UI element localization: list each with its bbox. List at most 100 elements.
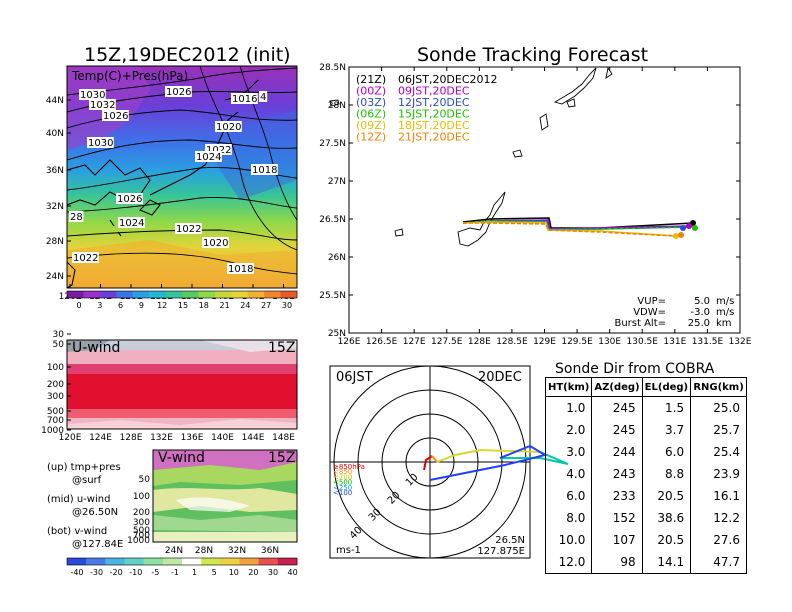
cell-az: 245 — [591, 419, 643, 441]
param-value: 25.0 — [688, 318, 710, 329]
colorbar-swatch — [198, 291, 216, 298]
map-ytick-label: 36N — [46, 166, 64, 176]
isobar-label: 1024 — [119, 218, 144, 229]
u-xtick-label: 140E — [211, 433, 234, 443]
v-wind-field — [153, 450, 297, 542]
v-colorbar-swatch — [201, 558, 221, 565]
legend-code: (00Z) — [356, 85, 386, 98]
v-xtick-label: 24N — [165, 546, 183, 556]
v-colorbar-swatch — [105, 558, 125, 565]
u-wind-field — [67, 340, 297, 429]
isobar-label-bg — [72, 252, 99, 263]
legend-code: (09Z) — [356, 119, 386, 132]
cell-az: 245 — [591, 396, 643, 419]
note-up-sub: @surf — [72, 475, 102, 486]
isobar-label: 1020 — [203, 238, 228, 249]
cell-ht: 6.0 — [544, 485, 593, 507]
track-xtick-label: 128.5E — [496, 337, 528, 347]
cell-el: 14.1 — [641, 551, 692, 574]
cell-ht: 8.0 — [544, 507, 593, 529]
u-wind-label: U-wind — [72, 340, 120, 356]
v-colorbar-label: 1 — [192, 568, 197, 577]
track-xtick-label: 131E — [663, 337, 686, 347]
track-ytick-label: 28N — [328, 101, 346, 111]
legend-code: (03Z) — [356, 96, 386, 109]
colorbar-swatch — [116, 291, 134, 298]
colorbar-label: 9 — [139, 301, 144, 310]
table-header-row: HT(km) AZ(deg) EL(deg) RNG(km) — [544, 377, 747, 397]
note-up: (up) tmp+pres — [47, 462, 121, 473]
map-frame — [66, 65, 298, 289]
note-mid-sub: @26.50N — [72, 507, 119, 518]
cell-az: 244 — [591, 441, 643, 463]
table-row: 10.0 107 20.5 27.6 — [544, 529, 747, 551]
hodo-lat: 26.5N — [495, 535, 525, 546]
v-colorbar-swatch — [67, 558, 87, 565]
v-colorbar-label: -1 — [171, 568, 179, 577]
v-colorbar-frame — [66, 557, 298, 566]
isobar-label-bg — [195, 151, 222, 162]
isobar-label: 4 — [260, 92, 266, 103]
colorbar-swatch — [99, 291, 117, 298]
v-xtick-label: 36N — [261, 546, 279, 556]
colorbar-swatch — [280, 291, 298, 298]
level-label: ≥850hPa — [333, 463, 365, 471]
header-el: EL(deg) — [641, 377, 692, 397]
v-ytick-label: 700 — [133, 531, 150, 541]
table-row: 12.0 98 14.1 47.7 — [544, 551, 747, 574]
v-colorbar-swatch — [124, 558, 144, 565]
isobar-label-bg — [259, 91, 268, 102]
legend-code: (12Z) — [356, 131, 386, 144]
colorbar-label: 27 — [261, 301, 271, 310]
colorbar-label: 24 — [240, 301, 250, 310]
track-xtick-label: 130.5E — [627, 337, 659, 347]
end-09z — [673, 233, 679, 239]
cell-rng: 12.2 — [690, 507, 747, 529]
track-title: Sonde Tracking Forecast — [417, 44, 649, 66]
level-labels: ≥850hPa<850<700<500<250<100 — [333, 463, 365, 497]
hodograph-rings — [330, 365, 530, 559]
u-ytick-label: 200 — [47, 380, 64, 390]
colorbar-swatch — [264, 291, 281, 298]
cell-el: 20.5 — [641, 485, 692, 507]
level-label: <700 — [333, 473, 352, 481]
end-00z — [686, 223, 692, 229]
v-ytick-label: 200 — [133, 508, 150, 518]
isobar-label: 1018 — [252, 165, 277, 176]
param-unit: m/s — [716, 307, 734, 318]
colorbar-swatch — [182, 291, 199, 298]
isobar-label-bg — [175, 223, 202, 234]
isobar-label-bg — [231, 93, 258, 104]
cell-rng: 16.1 — [690, 485, 747, 507]
cell-ht: 4.0 — [544, 463, 593, 485]
end-06z — [692, 225, 698, 231]
hodo-left-label: 06JST — [336, 370, 373, 385]
track-ytick-label: 26N — [328, 253, 346, 263]
isobar-label: 1022 — [176, 224, 201, 235]
colorbar-swatch — [132, 291, 150, 298]
cell-el: 38.6 — [641, 507, 692, 529]
legend-time: 18JST,20DEC — [398, 119, 470, 132]
colorbar-swatch — [83, 291, 101, 298]
v-ytick-label: 300 — [133, 518, 150, 528]
level-label: <500 — [333, 479, 352, 487]
track-ytick-label: 27.5N — [319, 139, 346, 149]
legend-time: 09JST,20DEC — [398, 85, 470, 98]
u-xtick-label: 136E — [181, 433, 204, 443]
header-ht: HT(km) — [544, 377, 593, 397]
u-xtick-label: 144E — [242, 433, 265, 443]
v-ytick-label: 500 — [133, 526, 150, 536]
sonde-tracks — [462, 217, 696, 237]
track-ytick-label: 27N — [328, 177, 346, 187]
track-ytick-label: 25N — [328, 329, 346, 339]
end-12z — [678, 232, 684, 238]
isobar-label: 1020 — [216, 122, 241, 133]
cell-ht: 10.0 — [544, 529, 593, 551]
track-ytick-label: 26.5N — [319, 215, 346, 225]
isobar-label: 1026 — [103, 111, 128, 122]
track-xtick-label: 131.5E — [692, 337, 724, 347]
param-key: VDW= — [633, 307, 666, 318]
